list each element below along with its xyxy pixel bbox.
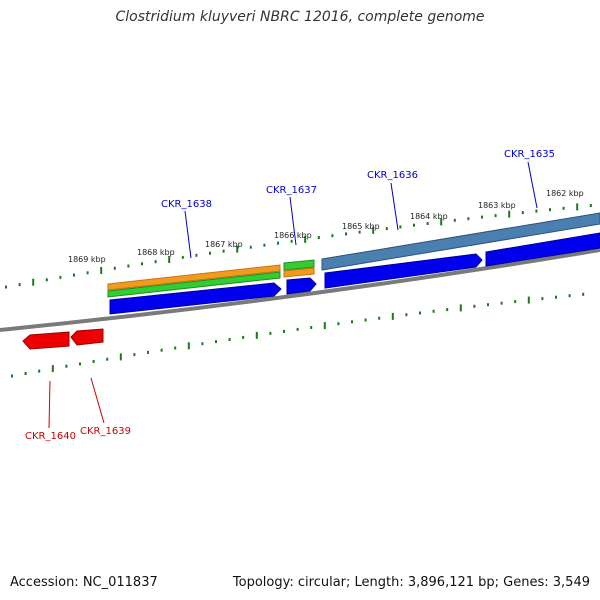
feature-bar-orange-1	[107, 264, 281, 291]
kbp-label: 1867 kbp	[205, 240, 243, 249]
leader-line-ckr-1637	[289, 196, 297, 246]
genome-backbone	[0, 248, 600, 332]
scale-ticks-upper	[5, 203, 592, 289]
gene-label-ckr-1635[interactable]: CKR_1635	[504, 149, 555, 160]
gene-arrow-ckr-1639[interactable]	[70, 328, 104, 346]
kbp-label: 1868 kbp	[137, 248, 175, 257]
gene-arrow-ckr-1636[interactable]	[324, 253, 483, 289]
kbp-label: 1865 kbp	[342, 222, 380, 231]
gene-label-ckr-1638[interactable]: CKR_1638	[161, 199, 212, 210]
kbp-label: 1864 kbp	[410, 212, 448, 221]
gene-label-ckr-1636[interactable]: CKR_1636	[367, 170, 418, 181]
leader-line-ckr-1636	[390, 182, 399, 231]
accession-text: Accession: NC_011837	[10, 575, 158, 590]
feature-bar-green-1	[107, 271, 281, 298]
feature-bar-steelblue	[321, 212, 600, 271]
gene-label-ckr-1639[interactable]: CKR_1639	[80, 426, 131, 437]
feature-bar-green-2	[283, 259, 315, 271]
leader-line-ckr-1639	[90, 377, 105, 424]
kbp-label: 1862 kbp	[546, 189, 584, 198]
genome-summary-text: Topology: circular; Length: 3,896,121 bp…	[232, 575, 590, 590]
leader-line-ckr-1635	[527, 161, 538, 209]
leader-line-ckr-1640	[48, 380, 51, 429]
kbp-label: 1863 kbp	[478, 201, 516, 210]
feature-bar-orange-2	[283, 267, 315, 278]
gene-arrow-ckr-1635[interactable]	[485, 232, 600, 267]
map-title: Clostridium kluyveri NBRC 12016, complet…	[115, 9, 485, 25]
gene-arrow-ckr-1638[interactable]	[109, 282, 282, 315]
kbp-label: 1869 kbp	[68, 255, 106, 264]
kbp-label: 1866 kbp	[274, 231, 312, 240]
gene-arrow-ckr-1640[interactable]	[22, 331, 70, 350]
leader-line-ckr-1638	[184, 210, 192, 259]
scale-ticks-lower	[11, 292, 585, 378]
gene-arrow-ckr-1637[interactable]	[286, 277, 317, 295]
gene-label-ckr-1637[interactable]: CKR_1637	[266, 185, 317, 196]
gene-label-ckr-1640[interactable]: CKR_1640	[25, 431, 76, 442]
